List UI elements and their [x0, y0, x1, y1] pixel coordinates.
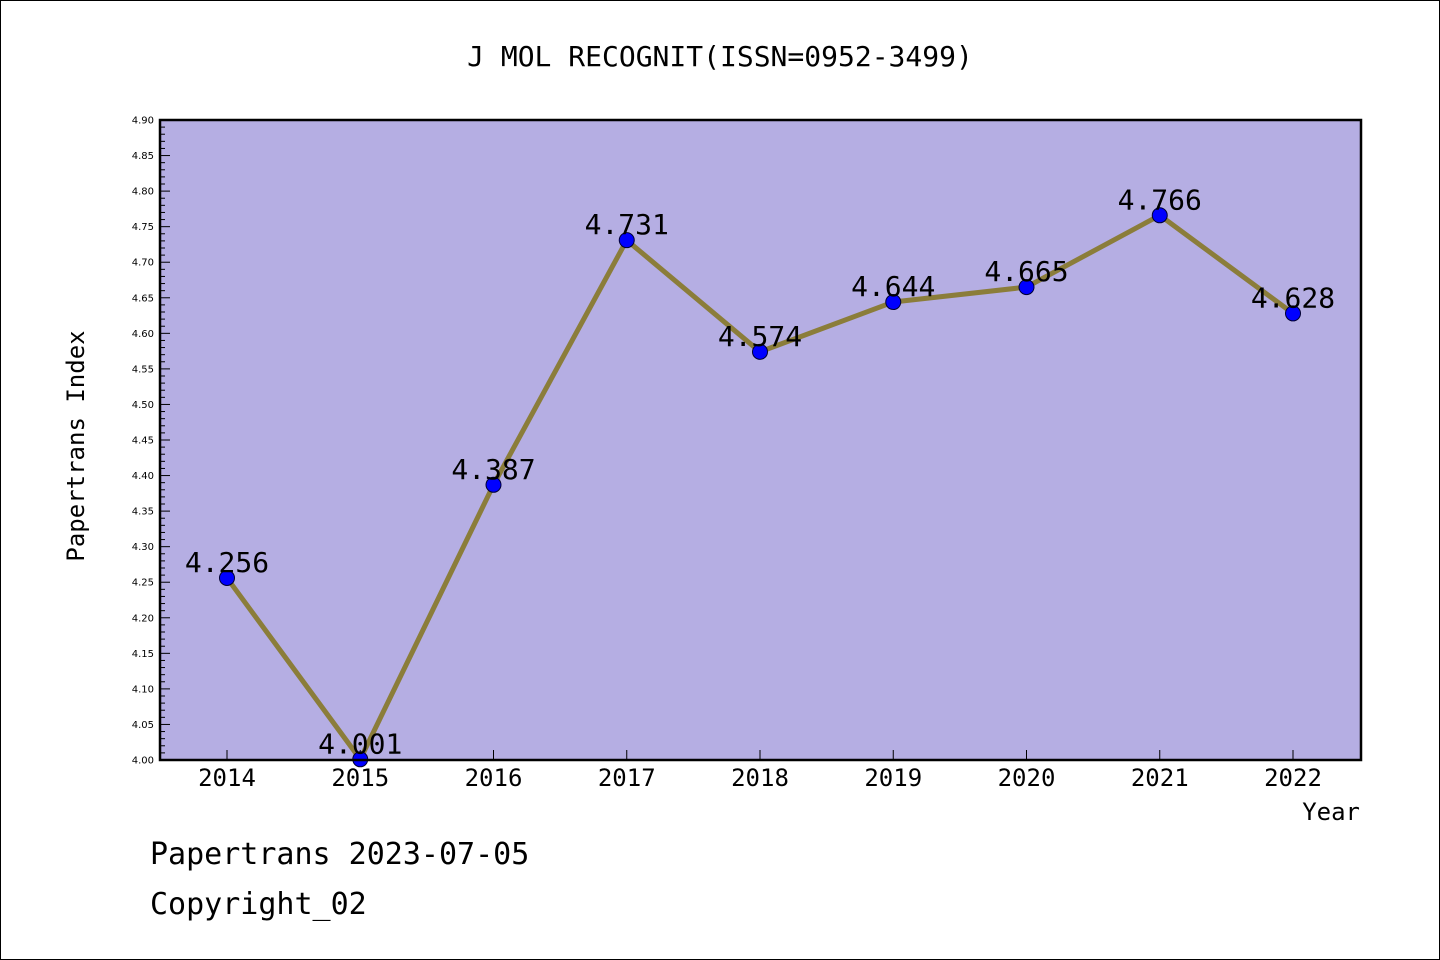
data-label: 4.731	[585, 208, 669, 241]
x-tick-label: 2021	[1131, 764, 1189, 792]
data-point	[618, 232, 635, 249]
y-axis-ticks: 4.00 4.05 4.10 4.15 4.20 4.25 4.30 4.35 4.40 4.45…	[132, 116, 170, 767]
y-tick-label: 4.60	[132, 329, 154, 340]
data-point	[1151, 207, 1168, 224]
plot-border	[158, 118, 1363, 762]
footer-date: Papertrans 2023-07-05	[150, 837, 529, 872]
data-point	[1018, 279, 1035, 296]
x-tick-label: 2022	[1264, 764, 1322, 792]
y-tick-label: 4.20	[132, 613, 154, 624]
y-tick-label: 4.70	[132, 258, 154, 269]
y-tick-label: 4.55	[132, 364, 154, 375]
y-axis-label: Papertrans Index	[62, 330, 90, 561]
y-tick-label: 4.05	[132, 720, 154, 731]
plot-area	[160, 120, 1361, 760]
x-axis-label: Year	[1302, 798, 1360, 826]
x-tick-label: 2016	[465, 764, 523, 792]
y-tick-label: 4.35	[132, 507, 154, 518]
chart-title: J MOL RECOGNIT(ISSN=0952-3499)	[467, 40, 973, 73]
data-points	[219, 207, 1301, 768]
y-tick-label: 4.15	[132, 649, 154, 660]
data-label: 4.001	[318, 727, 402, 760]
footer-copyright: Copyright_02	[150, 887, 367, 922]
data-label: 4.256	[185, 546, 269, 579]
data-point	[485, 476, 502, 493]
x-tick-label: 2018	[731, 764, 789, 792]
data-label: 4.665	[984, 255, 1068, 288]
x-tick-label: 2020	[998, 764, 1056, 792]
x-tick-label: 2014	[198, 764, 256, 792]
y-tick-label: 4.80	[132, 187, 154, 198]
y-tick-label: 4.50	[132, 400, 154, 411]
y-tick-label: 4.90	[132, 116, 154, 127]
x-tick-label: 2017	[598, 764, 656, 792]
data-label: 4.574	[718, 320, 802, 353]
data-label: 4.644	[851, 270, 935, 303]
data-label: 4.628	[1251, 281, 1335, 314]
data-labels: 4.256 4.001 4.387 4.731 4.574 4.644 4.665 4.766…	[185, 183, 1335, 760]
y-tick-label: 4.00	[132, 756, 154, 767]
x-tick-label: 2019	[864, 764, 922, 792]
x-axis-ticks: 2014 2015 2016 2017 2018 2019 2020 2021 2022	[198, 750, 1322, 792]
y-tick-label: 4.75	[132, 222, 154, 233]
data-point	[885, 294, 902, 311]
data-point	[752, 343, 768, 360]
y-tick-label: 4.25	[132, 578, 154, 589]
y-tick-label: 4.30	[132, 542, 154, 553]
y-tick-label: 4.45	[132, 436, 154, 447]
data-point	[1285, 305, 1301, 322]
y-tick-label: 4.40	[132, 471, 154, 482]
data-label: 4.766	[1118, 183, 1202, 216]
y-tick-label: 4.85	[132, 151, 154, 162]
y-tick-label: 4.10	[132, 684, 154, 695]
x-tick-label: 2015	[331, 764, 389, 792]
data-label: 4.387	[451, 453, 535, 486]
data-point	[219, 569, 235, 586]
y-tick-label: 4.65	[132, 293, 154, 304]
